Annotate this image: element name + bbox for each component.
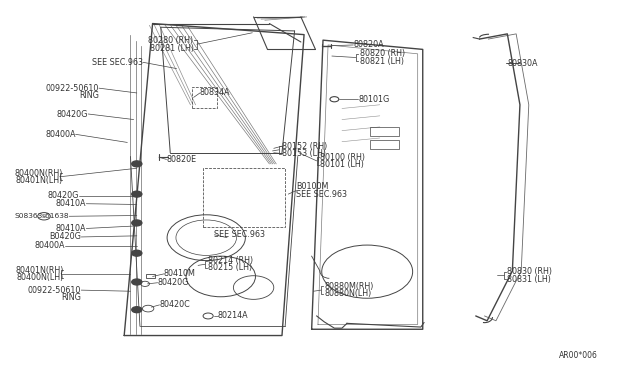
Text: 80880M(RH): 80880M(RH) xyxy=(324,282,374,291)
Text: B0100M: B0100M xyxy=(296,182,329,191)
Circle shape xyxy=(132,250,142,256)
Text: 80152 (RH): 80152 (RH) xyxy=(282,142,327,151)
Text: 80100 (RH): 80100 (RH) xyxy=(320,153,365,162)
Text: 80214 (RH): 80214 (RH) xyxy=(208,256,253,265)
Text: RING: RING xyxy=(61,293,81,302)
Text: 80420C: 80420C xyxy=(159,300,190,310)
Text: B0420G: B0420G xyxy=(49,232,81,241)
Text: 80280 (RH): 80280 (RH) xyxy=(148,36,194,45)
Circle shape xyxy=(132,161,142,167)
Text: 80400N(RH): 80400N(RH) xyxy=(15,169,63,177)
Text: 80101 (LH): 80101 (LH) xyxy=(320,160,364,169)
Text: 80420G: 80420G xyxy=(47,191,79,200)
Text: 80830 (RH): 80830 (RH) xyxy=(508,267,552,276)
Text: 80821 (LH): 80821 (LH) xyxy=(360,57,404,66)
Text: 80830A: 80830A xyxy=(508,59,538,68)
Text: 80214A: 80214A xyxy=(218,311,248,320)
Text: 80281 (LH): 80281 (LH) xyxy=(150,44,194,53)
Text: 00922-50610: 00922-50610 xyxy=(28,286,81,295)
Text: 80400N(LH): 80400N(LH) xyxy=(17,273,64,282)
Text: 80153 (LH): 80153 (LH) xyxy=(282,149,326,158)
Text: 00922-50610: 00922-50610 xyxy=(45,84,99,93)
Bar xyxy=(371,127,399,136)
Text: 80400A: 80400A xyxy=(35,241,65,250)
Text: 80880N(LH): 80880N(LH) xyxy=(324,289,372,298)
Text: 80820E: 80820E xyxy=(166,155,196,164)
Text: 80420G: 80420G xyxy=(157,278,189,287)
Text: 80215 (LH): 80215 (LH) xyxy=(208,263,252,272)
Text: 80101G: 80101G xyxy=(358,95,390,104)
Text: 80831 (LH): 80831 (LH) xyxy=(508,275,551,283)
Text: 80834A: 80834A xyxy=(200,89,230,97)
Bar xyxy=(147,274,155,278)
Bar xyxy=(203,167,285,227)
Circle shape xyxy=(132,191,142,197)
Circle shape xyxy=(132,220,142,226)
Text: RING: RING xyxy=(79,91,99,100)
Text: SEE SEC.963: SEE SEC.963 xyxy=(296,190,348,199)
Text: AR00*006: AR00*006 xyxy=(559,350,598,360)
Text: SEE SEC.963: SEE SEC.963 xyxy=(92,58,143,67)
Bar xyxy=(371,140,399,149)
Text: 80401N(RH): 80401N(RH) xyxy=(16,266,64,275)
Text: S: S xyxy=(42,214,46,219)
Text: 80400A: 80400A xyxy=(45,130,76,139)
Bar xyxy=(192,87,217,108)
Text: SEE SEC.963: SEE SEC.963 xyxy=(214,230,266,239)
Text: 80410A: 80410A xyxy=(56,224,86,233)
Text: 80410M: 80410M xyxy=(164,269,196,278)
Text: 80410A: 80410A xyxy=(56,199,86,208)
Text: 80820 (RH): 80820 (RH) xyxy=(360,49,404,58)
Circle shape xyxy=(132,307,142,312)
Text: 80420G: 80420G xyxy=(57,109,88,119)
Circle shape xyxy=(132,279,142,285)
Text: 80820A: 80820A xyxy=(353,41,384,49)
Text: 80401N(LH): 80401N(LH) xyxy=(16,176,63,185)
Text: S08363-61638: S08363-61638 xyxy=(15,213,69,219)
